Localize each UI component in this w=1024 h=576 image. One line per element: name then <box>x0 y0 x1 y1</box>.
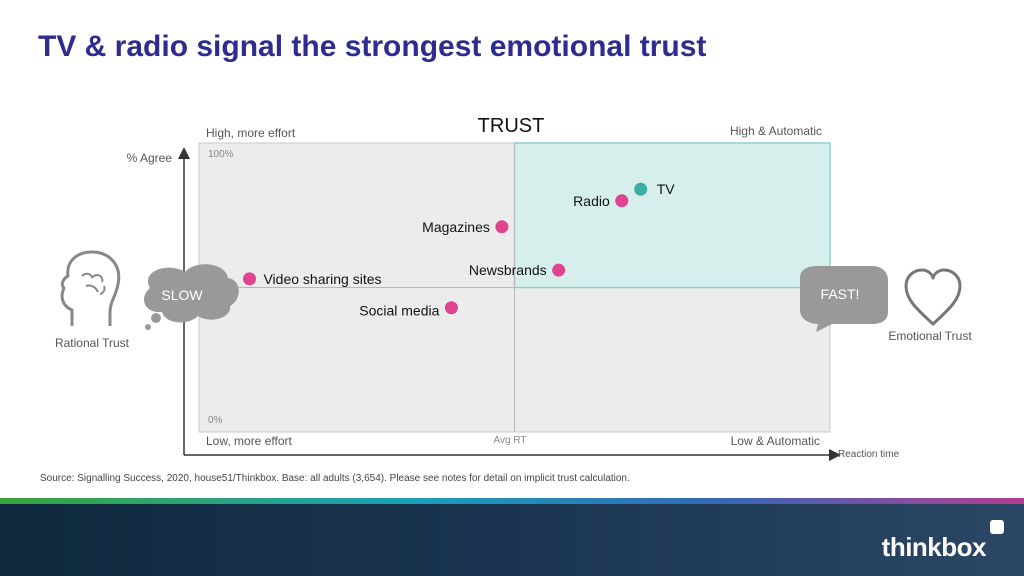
point-label-tv: TV <box>657 181 676 197</box>
point-magazines <box>495 220 509 234</box>
y-tick-bottom: 0% <box>208 415 223 426</box>
thinkbox-logo: thinkbox <box>881 532 987 562</box>
footer-bar: thinkbox <box>0 504 1024 576</box>
chart-title: TRUST <box>478 115 545 137</box>
point-tv <box>634 182 648 196</box>
trust-chart: TRUST High, more effort High & Automatic… <box>55 115 972 461</box>
emotional-trust-label: Emotional Trust <box>888 329 972 343</box>
point-label-magazines: Magazines <box>422 219 490 235</box>
point-radio <box>615 194 629 208</box>
rational-trust-label: Rational Trust <box>55 336 130 350</box>
point-social-media <box>444 301 458 315</box>
fast-bubble <box>800 266 888 332</box>
quadrant-bottom-right-label: Low & Automatic <box>731 434 820 448</box>
x-mid-label: Avg RT <box>494 435 527 446</box>
point-label-video-sharing-sites: Video sharing sites <box>263 271 381 287</box>
point-label-newsbrands: Newsbrands <box>469 262 547 278</box>
high-automatic-quadrant <box>513 142 831 289</box>
brand-stripe <box>0 498 1024 504</box>
quadrant-bottom-left-label: Low, more effort <box>206 434 292 448</box>
page-title: TV & radio signal the strongest emotiona… <box>38 30 707 63</box>
heart-icon <box>904 268 962 326</box>
brain-head-icon <box>60 250 121 326</box>
quadrant-top-right-label: High & Automatic <box>730 124 822 138</box>
point-label-radio: Radio <box>573 193 610 209</box>
y-axis-label: % Agree <box>127 151 173 165</box>
fast-label: FAST! <box>821 286 860 302</box>
quadrant-top-left-label: High, more effort <box>206 126 296 140</box>
x-axis-label: Reaction time <box>838 449 900 460</box>
point-video-sharing-sites <box>242 272 256 286</box>
logo-square-icon <box>990 520 1004 534</box>
source-note: Source: Signalling Success, 2020, house5… <box>40 473 630 484</box>
point-newsbrands <box>552 263 566 277</box>
slow-label: SLOW <box>161 287 203 303</box>
slow-cloud <box>143 264 239 330</box>
point-label-social-media: Social media <box>359 303 439 319</box>
data-points: TV Radio Magazines Newsbrands Video sharing … <box>242 181 676 319</box>
y-tick-top: 100% <box>208 149 234 160</box>
